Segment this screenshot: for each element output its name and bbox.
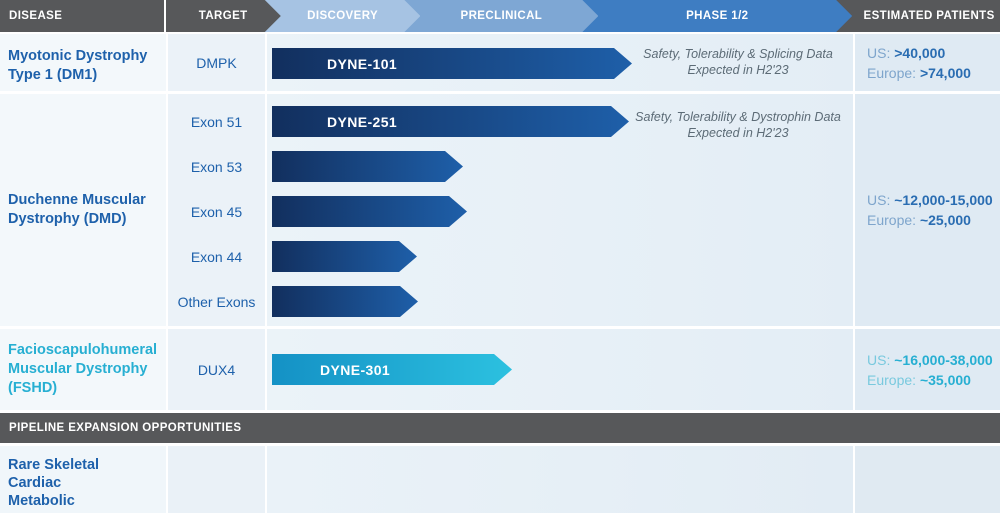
patients-cell-fshd: US: ~16,000-38,000 Europe: ~35,000 <box>855 329 1000 410</box>
column-header-estimated-patients: ESTIMATED PATIENTS <box>836 0 1000 32</box>
bar-slot <box>267 286 853 331</box>
patient-estimate-us: US: ~12,000-15,000 <box>867 192 993 208</box>
target-cell-dmpk: DMPK <box>168 34 267 91</box>
pipeline-bar-dyne-251: DYNE-251 <box>272 106 629 137</box>
pipeline-expansion-banner: PIPELINE EXPANSION OPPORTUNITIES <box>0 413 1000 443</box>
column-header-target: TARGET <box>166 0 281 32</box>
pipeline-bar-exon-53 <box>272 151 463 182</box>
patients-cell-dm1: US: >40,000 Europe: >74,000 <box>855 34 1000 91</box>
expansion-item-cardiac: Cardiac <box>8 475 62 491</box>
target-name: DMPK <box>196 54 237 71</box>
patients-cell-dmd: US: ~12,000-15,000 Europe: ~25,000 <box>855 94 1000 326</box>
column-header-discovery: DISCOVERY <box>265 0 421 32</box>
pipeline-bar-other-exons <box>272 286 418 317</box>
expansion-chart-cell <box>267 446 855 513</box>
header-row: DISEASE TARGET DISCOVERY PRECLINICAL PHA… <box>0 0 1000 32</box>
disease-cell-dm1: Myotonic Dystrophy Type 1 (DM1) <box>0 34 168 91</box>
target-slot: Other Exons <box>168 286 265 331</box>
patient-estimate-us: US: >40,000 <box>867 44 946 61</box>
target-cell-dmd: Exon 51 Exon 53 Exon 45 Exon 44 Other Ex… <box>168 94 267 326</box>
pipeline-bar-exon-44 <box>272 241 417 272</box>
pipeline-row-dm1: Myotonic Dystrophy Type 1 (DM1) DMPK DYN… <box>0 34 1000 91</box>
target-slot: Exon 53 <box>168 151 265 196</box>
expansion-row: Rare Skeletal Cardiac Metabolic <box>0 446 1000 513</box>
expansion-patients-cell <box>855 446 1000 513</box>
milestone-annotation-dm1: Safety, Tolerability & Splicing Data Exp… <box>643 47 833 77</box>
column-header-phase12: PHASE 1/2 <box>582 0 852 32</box>
pipeline-row-dmd: Duchenne Muscular Dystrophy (DMD) Exon 5… <box>0 94 1000 326</box>
patient-estimate-europe: Europe: ~25,000 <box>867 212 971 228</box>
disease-name: Facioscapulohumeral Muscular Dystrophy (… <box>8 341 158 397</box>
bar-label: DYNE-251 <box>327 113 398 130</box>
bar-slot <box>267 196 853 241</box>
disease-cell-fshd: Facioscapulohumeral Muscular Dystrophy (… <box>0 329 168 410</box>
pipeline-bar-dyne-101: DYNE-101 <box>272 48 632 79</box>
chart-cell-dmd: DYNE-251 Safety, Tolerability & Dystroph… <box>267 94 855 326</box>
target-name: Exon 44 <box>190 248 243 265</box>
target-slot: Exon 51 <box>168 106 265 151</box>
target-cell-dux4: DUX4 <box>168 329 267 410</box>
target-slot: Exon 45 <box>168 196 265 241</box>
bar-slot <box>267 241 853 286</box>
target-name: Other Exons <box>177 293 256 310</box>
milestone-annotation-dmd: Safety, Tolerability & Dystrophin Data E… <box>635 110 841 140</box>
patient-estimate-europe: Europe: ~35,000 <box>867 371 971 388</box>
bar-slot <box>267 151 853 196</box>
column-header-disease: DISEASE <box>0 0 166 32</box>
target-slot: Exon 44 <box>168 241 265 286</box>
expansion-item-metabolic: Metabolic <box>8 493 75 509</box>
expansion-disease-cell: Rare Skeletal Cardiac Metabolic <box>0 446 168 513</box>
bar-slot: DYNE-251 <box>267 106 853 151</box>
bar-label: DYNE-101 <box>327 55 398 72</box>
target-name: Exon 53 <box>190 158 243 175</box>
pipeline-bar-dyne-301: DYNE-301 <box>272 354 512 385</box>
disease-cell-dmd: Duchenne Muscular Dystrophy (DMD) <box>0 94 168 326</box>
disease-name: Duchenne Muscular Dystrophy (DMD) <box>8 191 146 227</box>
bar-slot: DYNE-101 <box>267 34 853 79</box>
expansion-target-cell <box>168 446 267 513</box>
bar-label: DYNE-301 <box>320 361 391 378</box>
disease-name: Myotonic Dystrophy Type 1 (DM1) <box>8 48 148 84</box>
target-name: Exon 45 <box>190 203 243 220</box>
column-header-preclinical: PRECLINICAL <box>404 0 598 32</box>
chart-cell-dm1: DYNE-101 Safety, Tolerability & Splicing… <box>267 34 855 91</box>
patient-estimate-us: US: ~16,000-38,000 <box>867 351 993 368</box>
pipeline-row-fshd: Facioscapulohumeral Muscular Dystrophy (… <box>0 329 1000 410</box>
target-name: DUX4 <box>197 361 236 378</box>
expansion-item-rare-skeletal: Rare Skeletal <box>8 457 100 473</box>
target-name: Exon 51 <box>190 113 243 130</box>
chart-cell-fshd: DYNE-301 <box>267 329 855 410</box>
patient-estimate-europe: Europe: >74,000 <box>867 64 971 81</box>
pipeline-bar-exon-45 <box>272 196 467 227</box>
